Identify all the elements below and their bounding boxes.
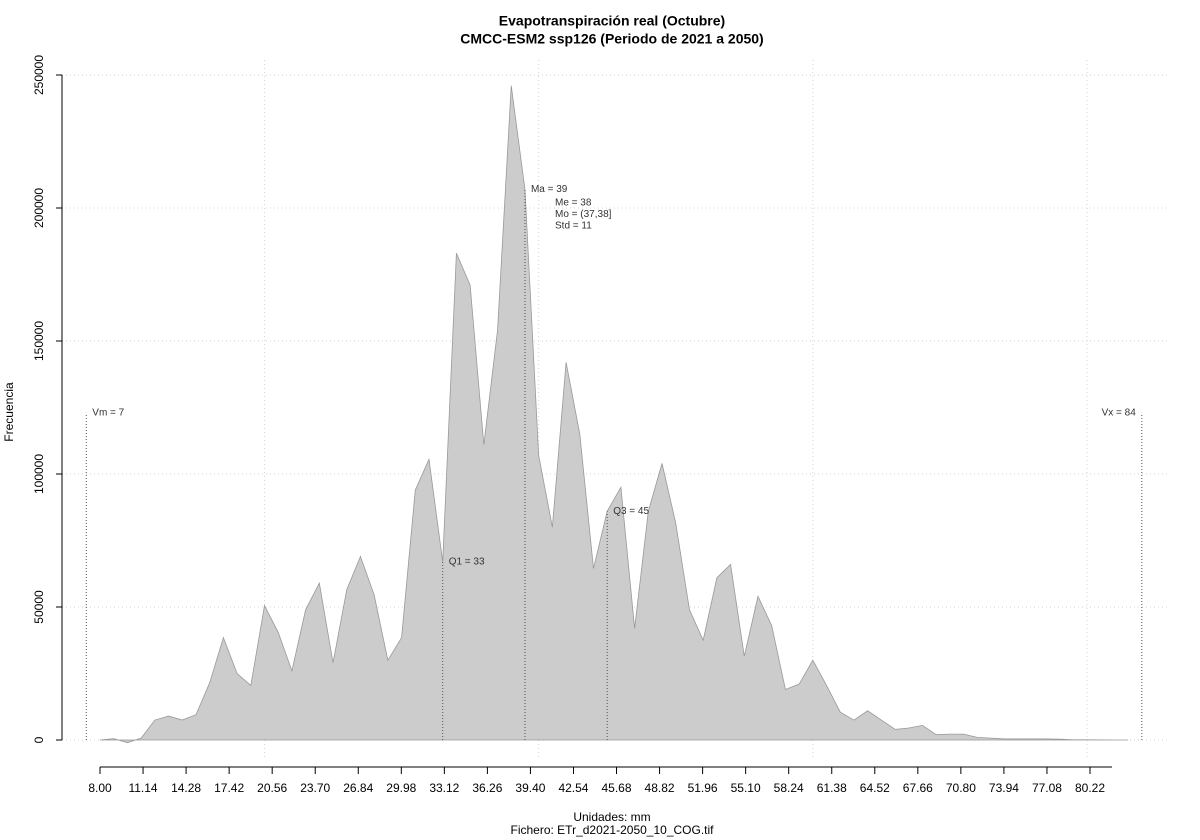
marker-label: Vm = 7 [92, 407, 124, 418]
x-tick-label: 23.70 [300, 781, 330, 795]
y-tick-label: 100000 [32, 454, 46, 494]
x-tick-label: 20.56 [257, 781, 287, 795]
y-tick-label: 200000 [32, 188, 46, 228]
x-tick-label: 26.84 [343, 781, 373, 795]
marker-label: Vx = 84 [1102, 407, 1137, 418]
chart-subtitle: CMCC-ESM2 ssp126 (Periodo de 2021 a 2050… [460, 31, 763, 47]
x-tick-label: 39.40 [515, 781, 545, 795]
x-tick-label: 67.66 [903, 781, 933, 795]
x-tick-label: 80.22 [1075, 781, 1105, 795]
marker-label: Q3 = 45 [613, 506, 649, 517]
x-tick-label: 61.38 [817, 781, 847, 795]
stat-label: Mo = (37,38] [555, 209, 612, 220]
x-tick-label: 11.14 [128, 781, 157, 795]
x-tick-label: 70.80 [946, 781, 976, 795]
x-tick-label: 29.98 [386, 781, 416, 795]
x-tick-label: 77.08 [1032, 781, 1062, 795]
x-tick-label: 14.28 [171, 781, 201, 795]
caption: Fichero: ETr_d2021-2050_10_COG.tif [511, 823, 715, 837]
marker-label: Q1 = 33 [449, 556, 485, 567]
x-tick-label: 64.52 [860, 781, 890, 795]
x-tick-label: 55.10 [731, 781, 761, 795]
y-tick-label: 150000 [32, 321, 46, 361]
area [99, 85, 1129, 744]
x-tick-label: 48.82 [645, 781, 675, 795]
x-tick-label: 36.26 [472, 781, 502, 795]
stat-label: Std = 11 [555, 221, 592, 232]
x-tick-label: 45.68 [602, 781, 632, 795]
y-axis-label: Frecuencia [2, 382, 16, 442]
stat-label: Me = 38 [555, 198, 592, 209]
x-tick-label: 8.00 [88, 781, 112, 795]
y-tick-label: 0 [32, 736, 46, 743]
y-tick-label: 50000 [32, 590, 46, 624]
x-axis-label: Unidades: mm [573, 810, 650, 824]
y-tick-label: 250000 [32, 55, 46, 95]
chart-title: Evapotranspiración real (Octubre) [499, 13, 725, 29]
x-tick-label: 58.24 [774, 781, 804, 795]
x-tick-label: 73.94 [989, 781, 1019, 795]
x-tick-label: 17.42 [214, 781, 244, 795]
x-tick-label: 51.96 [688, 781, 718, 795]
x-tick-label: 33.12 [429, 781, 459, 795]
marker-label: Ma = 39 [531, 184, 568, 195]
x-tick-label: 42.54 [558, 781, 588, 795]
